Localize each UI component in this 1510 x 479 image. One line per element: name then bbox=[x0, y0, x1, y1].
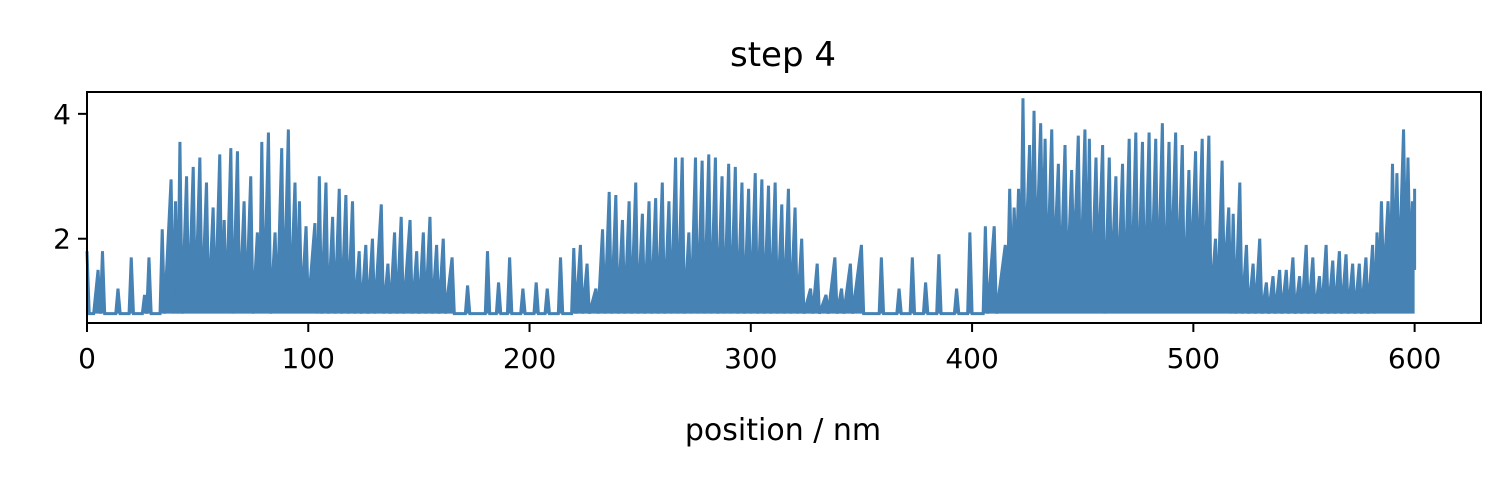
y-axis: 24 bbox=[53, 98, 87, 256]
x-tick-label: 100 bbox=[282, 342, 335, 375]
x-tick-label: 300 bbox=[724, 342, 777, 375]
y-tick-label: 2 bbox=[53, 223, 71, 256]
plot-frame bbox=[86, 91, 1482, 324]
x-tick-label: 200 bbox=[503, 342, 556, 375]
chart-title: step 4 bbox=[730, 35, 836, 75]
x-tick-label: 500 bbox=[1167, 342, 1220, 375]
x-tick-label: 600 bbox=[1388, 342, 1441, 375]
series-layer bbox=[85, 98, 1417, 316]
x-axis-label: position / nm bbox=[685, 413, 881, 448]
x-tick-label: 0 bbox=[78, 342, 96, 375]
x-tick-label: 400 bbox=[945, 342, 998, 375]
y-tick-label: 4 bbox=[53, 98, 71, 131]
series-line bbox=[85, 98, 1417, 316]
x-axis: 0 100 200 300 400 500 600 bbox=[78, 323, 1441, 375]
